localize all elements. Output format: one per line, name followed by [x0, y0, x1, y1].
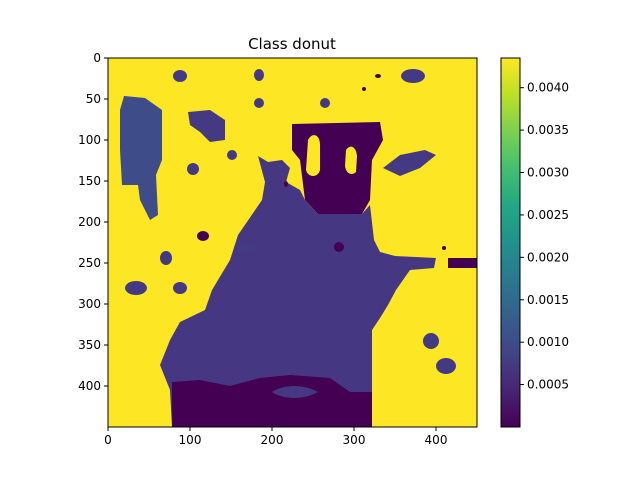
blob [173, 70, 187, 82]
region-central-body [160, 156, 436, 427]
dark-spot [375, 74, 381, 78]
dark-spot [197, 231, 209, 241]
top-block-hole-1 [306, 135, 320, 176]
base-notch [272, 386, 318, 398]
top-block-hole-2 [345, 146, 357, 174]
x-tick-label: 300 [343, 433, 366, 447]
blob [436, 358, 456, 374]
y-tick-label: 350 [78, 338, 101, 352]
y-tick-label: 250 [78, 256, 101, 270]
region-right-bar [448, 258, 477, 268]
colorbar-tick-label: 0.0015 [527, 293, 569, 307]
y-tick-label: 0 [93, 51, 101, 65]
colorbar-ticks: 0.0005 0.0010 0.0015 0.0020 0.0025 0.0030 0.00… [520, 81, 569, 392]
blob [254, 98, 264, 108]
blob [160, 251, 172, 265]
blob [238, 242, 254, 254]
colorbar [500, 57, 521, 428]
colorbar-tick-label: 0.0005 [527, 378, 569, 392]
blob [187, 163, 199, 175]
dark-spots [197, 74, 446, 252]
x-tick-label: 200 [261, 433, 284, 447]
heatmap-image [108, 58, 477, 427]
region-left-strip [120, 96, 162, 220]
dark-spot [334, 242, 344, 252]
blob [383, 150, 436, 176]
y-tick-label: 400 [78, 379, 101, 393]
colorbar-tick-label: 0.0035 [527, 123, 569, 137]
dark-spot [442, 246, 446, 250]
blob [320, 98, 330, 108]
y-tick-label: 200 [78, 215, 101, 229]
x-tick-label: 100 [179, 433, 202, 447]
scattered-blobs [125, 69, 456, 374]
chart-title: Class donut [248, 35, 336, 53]
axes-frame [107, 57, 478, 428]
y-tick-label: 100 [78, 133, 101, 147]
colorbar-tick-label: 0.0025 [527, 208, 569, 222]
colorbar-tick-label: 0.0020 [527, 250, 569, 264]
x-axis: 0 100 200 300 400 [104, 427, 447, 447]
blob [173, 282, 187, 294]
blob [125, 281, 147, 295]
x-tick-label: 0 [104, 433, 112, 447]
y-tick-label: 50 [86, 92, 101, 106]
region-bottom-base [172, 375, 372, 427]
colorbar-tick-label: 0.0030 [527, 166, 569, 180]
y-axis: 0 50 100 150 200 250 300 350 400 [78, 51, 108, 393]
colorbar-tick-label: 0.0010 [527, 335, 569, 349]
dark-spot [362, 87, 366, 91]
blob [401, 69, 425, 83]
colorbar-tick-label: 0.0040 [527, 81, 569, 95]
dark-spot [284, 181, 288, 187]
y-tick-label: 300 [78, 297, 101, 311]
blob [188, 110, 225, 142]
blob [227, 150, 237, 160]
y-tick-label: 150 [78, 174, 101, 188]
region-top-block [292, 122, 383, 214]
x-tick-label: 400 [425, 433, 448, 447]
blob [423, 333, 439, 349]
blob [254, 69, 264, 81]
